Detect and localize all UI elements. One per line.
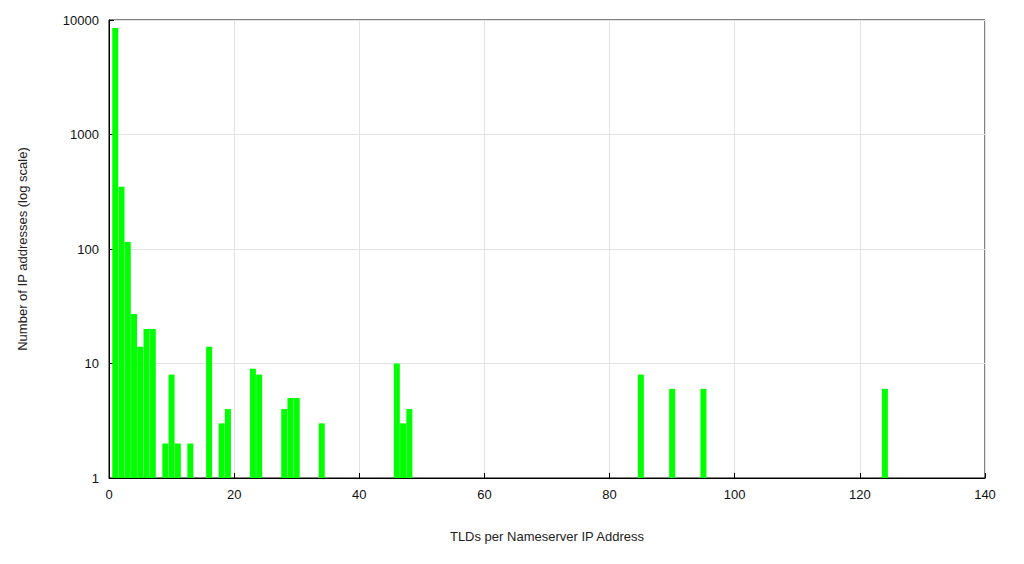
svg-text:10000: 10000 [63, 13, 99, 28]
svg-text:TLDs per Nameserver IP Address: TLDs per Nameserver IP Address [450, 529, 645, 544]
svg-text:1000: 1000 [70, 127, 99, 142]
svg-text:1: 1 [92, 471, 99, 486]
svg-text:20: 20 [227, 487, 241, 502]
svg-text:60: 60 [477, 487, 491, 502]
svg-text:100: 100 [724, 487, 746, 502]
svg-text:120: 120 [849, 487, 871, 502]
svg-text:40: 40 [352, 487, 366, 502]
svg-text:Number of IP addresses (log sc: Number of IP addresses (log scale) [15, 147, 30, 351]
svg-text:140: 140 [974, 487, 996, 502]
svg-text:100: 100 [77, 242, 99, 257]
svg-text:80: 80 [602, 487, 616, 502]
svg-text:0: 0 [105, 487, 112, 502]
svg-text:10: 10 [85, 356, 99, 371]
